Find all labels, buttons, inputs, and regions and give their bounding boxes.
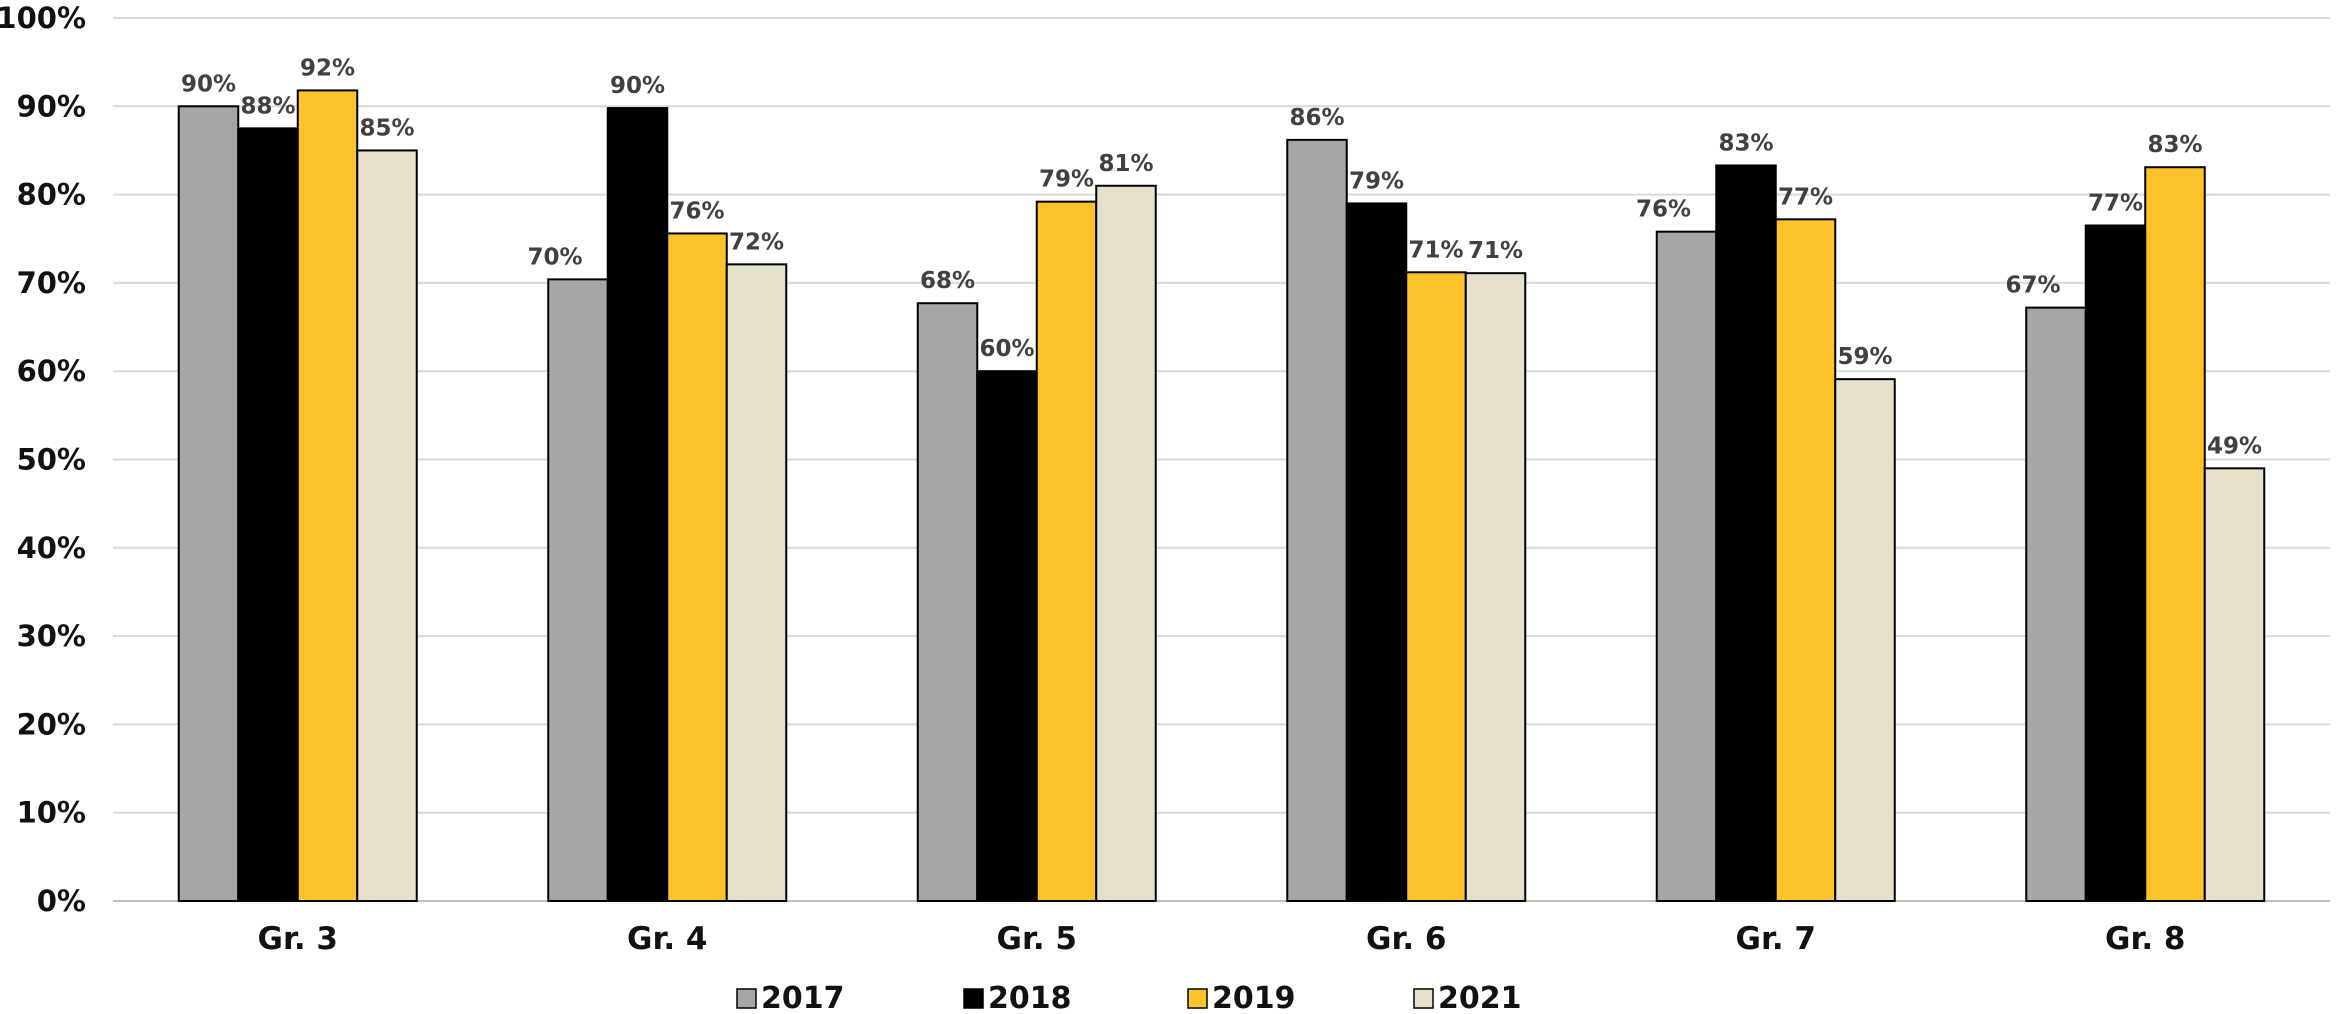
bar-2017-gr4 xyxy=(547,278,609,903)
y-tick-label: 60% xyxy=(17,354,86,388)
data-label: 67% xyxy=(2005,273,2060,299)
data-label: 77% xyxy=(2088,191,2143,217)
y-tick-label: 70% xyxy=(17,266,86,300)
bar-2021-gr4 xyxy=(725,263,788,902)
bar-2021-gr3 xyxy=(356,149,418,902)
y-tick-label: 90% xyxy=(17,89,86,123)
data-label: 71% xyxy=(1408,237,1463,263)
y-tick-label: 100% xyxy=(0,1,86,35)
bar-2019-gr3 xyxy=(296,89,359,902)
bar-2017-gr7 xyxy=(1655,230,1718,903)
gridlines xyxy=(113,17,2330,902)
x-tick-label: Gr. 4 xyxy=(627,921,707,957)
data-label: 71% xyxy=(1468,238,1523,264)
legend-label: 2021 xyxy=(1438,981,1522,1014)
y-tick-label: 20% xyxy=(17,707,86,741)
data-labels: 90%88%92%85%70%90%76%72%68%60%79%81%86%7… xyxy=(181,55,2262,459)
bars xyxy=(177,89,2266,903)
data-label: 76% xyxy=(669,198,724,224)
x-tick-label: Gr. 7 xyxy=(1736,921,1816,957)
data-label: 90% xyxy=(610,73,665,99)
data-label: 86% xyxy=(1289,105,1344,131)
data-label: 68% xyxy=(920,268,975,294)
data-label: 85% xyxy=(359,115,414,141)
data-label: 77% xyxy=(1778,184,1833,210)
y-tick-label: 50% xyxy=(17,443,86,477)
y-tick-label: 10% xyxy=(17,796,86,830)
bar-2018-gr3 xyxy=(237,127,299,902)
bar-2021-gr7 xyxy=(1834,378,1896,903)
x-tick-label: Gr. 6 xyxy=(1366,921,1446,957)
data-label: 76% xyxy=(1636,197,1691,223)
legend-label: 2019 xyxy=(1212,981,1296,1014)
legend-label: 2017 xyxy=(761,981,845,1014)
x-tick-label: Gr. 5 xyxy=(997,921,1077,957)
bar-2019-gr7 xyxy=(1774,218,1837,903)
bar-2021-gr6 xyxy=(1464,272,1527,902)
bar-2019-gr5 xyxy=(1035,200,1098,902)
y-tick-label: 40% xyxy=(17,531,86,565)
x-axis: Gr. 3 Gr. 4 Gr. 5 Gr. 6 Gr. 7 Gr. 8 xyxy=(258,921,2186,957)
legend-label: 2018 xyxy=(988,981,1072,1014)
x-tick-label: Gr. 3 xyxy=(258,921,338,957)
legend-swatch-2019 xyxy=(1187,988,1208,1009)
legend-swatch-2017 xyxy=(736,988,757,1009)
bar-2018-gr6 xyxy=(1345,202,1408,902)
y-axis: 0% 10% 20% 30% 40% 50% 60% 70% 80% 90% 100% xyxy=(0,1,86,918)
data-label: 92% xyxy=(300,55,355,81)
bar-2018-gr8 xyxy=(2084,224,2147,902)
bar-2019-gr6 xyxy=(1405,271,1467,902)
legend-swatch-2018 xyxy=(963,988,984,1009)
data-label: 79% xyxy=(1039,167,1094,193)
data-label: 79% xyxy=(1349,168,1404,194)
bar-2017-gr3 xyxy=(177,105,240,903)
bar-2018-gr4 xyxy=(606,107,669,903)
data-label: 49% xyxy=(2207,433,2262,459)
y-tick-label: 0% xyxy=(37,884,86,918)
data-label: 81% xyxy=(1098,151,1153,177)
data-label: 90% xyxy=(181,71,236,97)
bar-2019-gr4 xyxy=(666,232,728,902)
bar-2018-gr5 xyxy=(976,370,1038,902)
data-label: 83% xyxy=(1718,130,1773,156)
bar-2017-gr5 xyxy=(916,302,979,903)
y-tick-label: 80% xyxy=(17,178,86,212)
bar-2019-gr8 xyxy=(2144,166,2206,903)
data-label: 70% xyxy=(527,244,582,270)
bar-2021-gr8 xyxy=(2203,467,2266,902)
data-label: 72% xyxy=(729,229,784,255)
data-label: 88% xyxy=(240,93,295,119)
data-label: 59% xyxy=(1837,344,1892,370)
legend: 2017 2018 2019 2021 xyxy=(736,981,1522,1014)
data-label: 83% xyxy=(2147,132,2202,158)
data-label: 60% xyxy=(979,336,1034,362)
legend-swatch-2021 xyxy=(1413,988,1434,1009)
bar-2017-gr8 xyxy=(2025,306,2087,902)
bar-2018-gr7 xyxy=(1715,164,1777,902)
bar-2017-gr6 xyxy=(1286,138,1348,902)
x-tick-label: Gr. 8 xyxy=(2105,921,2185,957)
y-tick-label: 30% xyxy=(17,619,86,653)
bar-2021-gr5 xyxy=(1095,184,1157,902)
